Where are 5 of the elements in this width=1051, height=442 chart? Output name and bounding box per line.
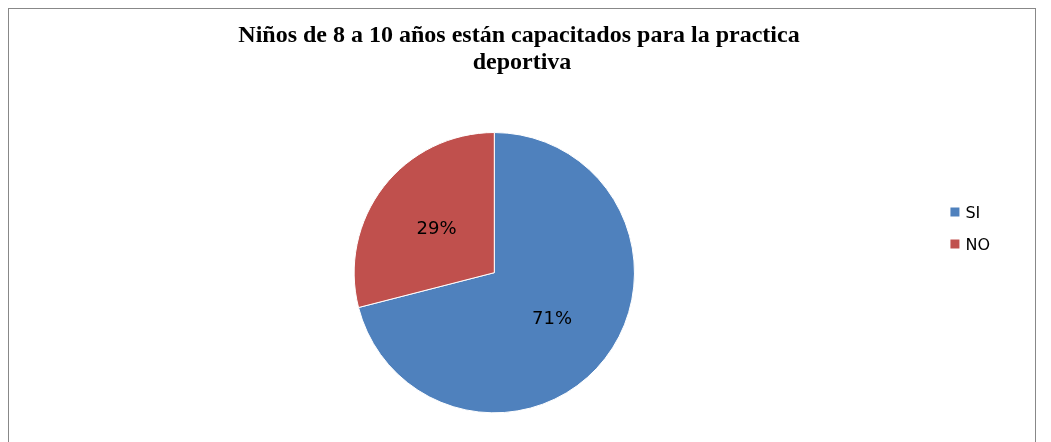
data-label: 29%	[416, 217, 457, 239]
chart-title: Niños de 8 a 10 años están capacitados para la practica deportiva	[238, 20, 806, 74]
legend-label: NO	[965, 234, 990, 254]
data-label: 71%	[532, 306, 573, 328]
legend-label: SI	[965, 202, 981, 222]
